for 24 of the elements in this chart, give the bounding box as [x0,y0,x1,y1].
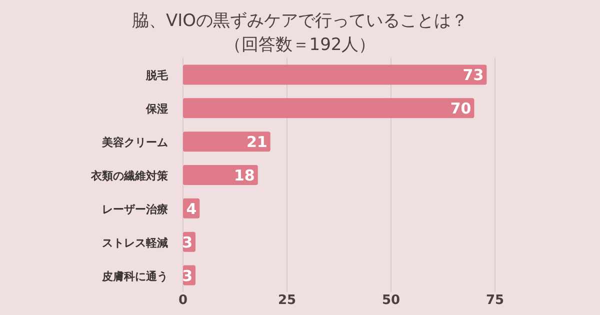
bar [183,98,474,118]
y-tick-label: レーザー治療 [102,202,168,216]
chart-subtitle: （回答数＝192人） [224,35,376,55]
y-tick-label: 皮膚科に通う [101,270,168,283]
bar [183,64,487,85]
data-label: 3 [182,233,192,252]
x-tick-label: 25 [278,293,296,308]
chart-title: 脇、VIOの黒ずみケアで行っていることは？ [132,11,468,31]
data-label: 70 [450,100,472,118]
x-tick-label: 0 [178,293,188,308]
y-tick-label: 美容クリーム [101,136,168,150]
y-tick-label: 脱毛 [145,69,169,82]
data-label: 73 [462,66,484,84]
data-label: 18 [234,166,255,184]
y-tick-label: 衣類の繊維対策 [90,170,169,182]
bar [183,165,258,185]
x-tick-label: 75 [486,293,504,308]
data-label: 4 [186,200,197,218]
data-label: 3 [182,266,192,285]
bar [183,132,270,152]
y-tick-label: ストレス軽減 [102,236,168,250]
data-label: 21 [246,133,268,152]
y-tick-label: 保湿 [145,102,168,116]
x-tick-label: 50 [382,293,400,308]
